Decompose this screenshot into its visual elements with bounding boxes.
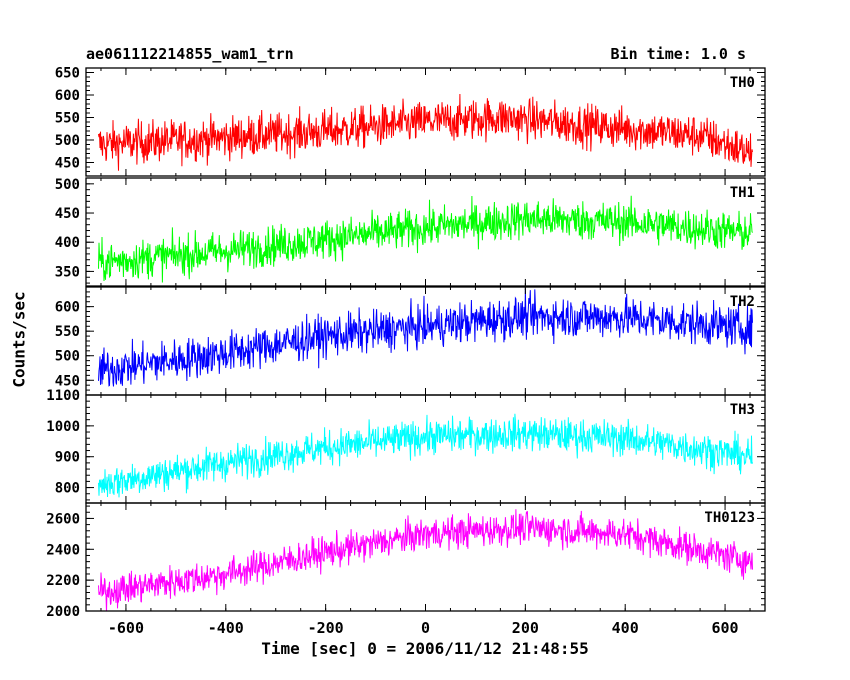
x-tick-label: 600 xyxy=(712,619,739,637)
y-tick-label: 1100 xyxy=(46,388,80,404)
panel-frame-th0123 xyxy=(85,502,766,612)
series-line-th2 xyxy=(98,288,753,387)
series-line-th0123 xyxy=(98,509,753,611)
x-tick-label: -400 xyxy=(208,619,244,637)
panel-label-th3: TH3 xyxy=(730,402,755,418)
y-tick-label: 500 xyxy=(55,349,80,365)
x-tick-label: 400 xyxy=(612,619,639,637)
bin-time-label: Bin time: 1.0 s xyxy=(610,45,746,63)
y-tick-label: 2000 xyxy=(46,604,80,620)
y-tick-label: 550 xyxy=(55,324,80,340)
x-tick-label: -200 xyxy=(308,619,344,637)
y-tick-label: 450 xyxy=(55,206,80,222)
chart-title: ae061112214855_wam1_trn xyxy=(86,45,294,63)
y-tick-label: 2600 xyxy=(46,511,80,527)
y-tick-label: 500 xyxy=(55,133,80,149)
x-tick-label: 200 xyxy=(512,619,539,637)
y-tick-label: 550 xyxy=(55,111,80,127)
series-line-th0 xyxy=(98,93,753,171)
y-tick-label: 1000 xyxy=(46,419,80,435)
y-tick-label: 650 xyxy=(55,66,80,82)
y-tick-label: 400 xyxy=(55,235,80,251)
y-tick-label: 600 xyxy=(55,88,80,104)
panel-label-th1: TH1 xyxy=(730,185,755,201)
series-line-th3 xyxy=(98,413,753,498)
y-tick-label: 600 xyxy=(55,300,80,316)
y-tick-label: 900 xyxy=(55,450,80,466)
y-tick-label: 2200 xyxy=(46,573,80,589)
panel-frame-th2 xyxy=(85,286,766,396)
x-tick-label: 0 xyxy=(421,619,430,637)
y-tick-label: 350 xyxy=(55,264,80,280)
panel-label-th2: TH2 xyxy=(730,294,755,310)
series-line-th1 xyxy=(98,195,753,283)
y-tick-label: 450 xyxy=(55,373,80,389)
y-axis-label: Counts/sec xyxy=(9,291,29,388)
y-tick-label: 2400 xyxy=(46,542,80,558)
y-tick-label: 800 xyxy=(55,481,80,497)
y-tick-label: 450 xyxy=(55,156,80,172)
panel-label-th0123: TH0123 xyxy=(704,510,755,526)
y-tick-label: 500 xyxy=(55,177,80,193)
x-axis-label: Time [sec] 0 = 2006/11/12 21:48:55 xyxy=(261,639,589,658)
panel-label-th0: TH0 xyxy=(730,75,755,91)
x-tick-label: -600 xyxy=(108,619,144,637)
